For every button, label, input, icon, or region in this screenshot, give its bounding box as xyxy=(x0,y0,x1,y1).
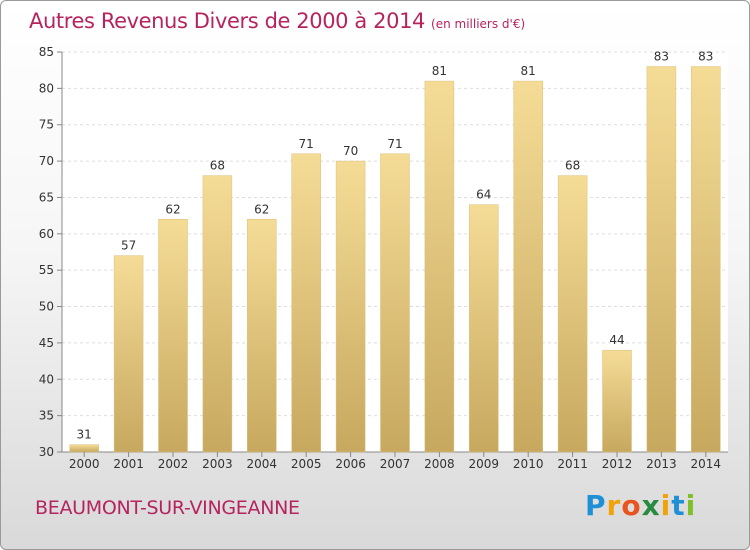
x-tick-label: 2001 xyxy=(113,457,144,471)
logo-letter: r xyxy=(606,489,622,522)
value-label: 83 xyxy=(654,50,669,64)
value-label: 44 xyxy=(609,333,624,347)
y-tick-label: 35 xyxy=(39,409,54,423)
y-tick-label: 40 xyxy=(39,372,54,386)
x-tick-label: 2007 xyxy=(380,457,411,471)
bar xyxy=(158,219,188,453)
bar xyxy=(557,175,588,453)
value-label: 31 xyxy=(77,428,92,442)
y-tick-label: 80 xyxy=(39,81,54,95)
bar xyxy=(335,160,366,453)
value-label: 62 xyxy=(165,202,180,216)
bar xyxy=(202,175,233,453)
value-label: 81 xyxy=(521,64,536,78)
bar xyxy=(602,349,632,453)
x-tick-label: 2010 xyxy=(513,457,544,471)
logo-letter: i xyxy=(660,489,672,522)
chart-title: Autres Revenus Divers de 2000 à 2014 (en … xyxy=(29,9,525,33)
bar xyxy=(691,66,721,453)
x-tick-label: 2011 xyxy=(557,457,588,471)
bar xyxy=(247,219,277,453)
x-tick-label: 2012 xyxy=(602,457,633,471)
proxiti-logo: Proxiti xyxy=(585,489,696,522)
value-label: 57 xyxy=(121,239,136,253)
y-tick-label: 65 xyxy=(39,190,54,204)
bar xyxy=(646,66,677,453)
y-tick-label: 50 xyxy=(39,300,54,314)
bar xyxy=(424,80,455,453)
y-tick-label: 30 xyxy=(39,445,54,459)
logo-letter: x xyxy=(641,489,661,522)
x-tick-label: 2004 xyxy=(247,457,278,471)
bar xyxy=(291,153,321,453)
value-label: 62 xyxy=(254,202,269,216)
bar xyxy=(469,204,499,453)
value-label: 81 xyxy=(432,64,447,78)
x-tick-label: 2014 xyxy=(691,457,722,471)
logo-letter: o xyxy=(621,489,642,522)
y-tick-label: 70 xyxy=(39,154,54,168)
value-label: 83 xyxy=(698,50,713,64)
x-tick-label: 2009 xyxy=(469,457,500,471)
title-unit: (en milliers d'€) xyxy=(431,17,526,31)
y-tick-label: 45 xyxy=(39,336,54,350)
x-tick-label: 2013 xyxy=(646,457,677,471)
value-label: 71 xyxy=(387,137,402,151)
y-tick-label: 85 xyxy=(39,45,54,59)
value-label: 70 xyxy=(343,144,358,158)
bar xyxy=(513,80,543,453)
bar xyxy=(113,255,144,453)
city-name: BEAUMONT-SUR-VINGEANNE xyxy=(35,497,300,519)
y-tick-label: 60 xyxy=(39,227,54,241)
x-tick-label: 2002 xyxy=(158,457,189,471)
value-label: 68 xyxy=(210,159,225,173)
x-tick-label: 2008 xyxy=(424,457,455,471)
y-tick-label: 55 xyxy=(39,263,54,277)
logo-letter: P xyxy=(585,489,607,522)
y-tick-label: 75 xyxy=(39,118,54,132)
logo-letter: i xyxy=(685,489,697,522)
x-tick-label: 2005 xyxy=(291,457,322,471)
value-label: 68 xyxy=(565,159,580,173)
x-tick-label: 2003 xyxy=(202,457,233,471)
title-text: Autres Revenus Divers de 2000 à 2014 xyxy=(29,9,426,33)
value-label: 64 xyxy=(476,188,491,202)
bar xyxy=(380,153,410,453)
x-tick-label: 2000 xyxy=(69,457,100,471)
logo-letter: t xyxy=(671,489,686,522)
x-tick-label: 2006 xyxy=(335,457,366,471)
value-label: 71 xyxy=(299,137,314,151)
bar xyxy=(69,444,99,453)
